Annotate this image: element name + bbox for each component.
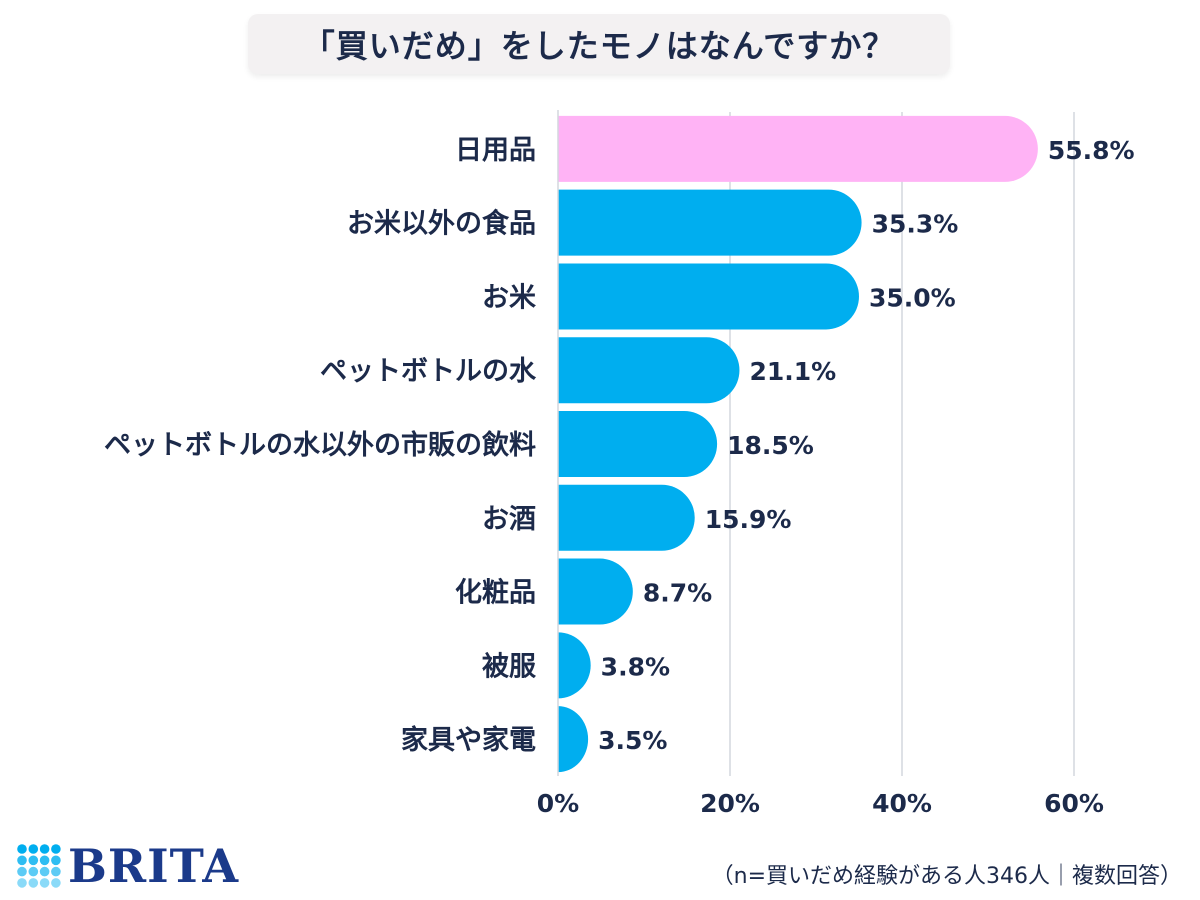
category-label: ペットボトルの水以外の市販の飲料	[104, 429, 536, 461]
bar-1	[558, 189, 862, 256]
logo-dot	[17, 844, 27, 854]
bar-0	[558, 115, 1038, 182]
category-label: お酒	[482, 504, 536, 535]
category-label: 家具や家電	[401, 724, 536, 756]
brita-logo: BRITA	[16, 842, 239, 890]
logo-dot	[28, 878, 39, 888]
logo-dot	[17, 866, 27, 877]
x-tick-label: 40%	[872, 789, 932, 818]
logo-dot	[28, 844, 39, 854]
bar-4	[558, 411, 718, 477]
logo-dot	[39, 844, 50, 854]
value-label: 55.8%	[1048, 136, 1135, 165]
bar-2	[558, 263, 859, 330]
logo-dot	[51, 855, 61, 866]
value-label: 21.1%	[749, 357, 836, 386]
logo-dot	[51, 878, 61, 888]
bar-5	[558, 484, 695, 551]
x-tick-label: 60%	[1044, 789, 1104, 818]
category-label: 被服	[482, 651, 537, 682]
value-label: 18.5%	[727, 431, 814, 460]
category-label: ペットボトルの水	[320, 356, 537, 387]
logo-dot	[17, 855, 27, 866]
category-label: お米	[482, 282, 536, 313]
value-label: 8.7%	[643, 579, 712, 608]
bar-8	[558, 706, 589, 773]
value-label: 35.0%	[869, 283, 956, 312]
value-label: 35.3%	[872, 210, 959, 239]
logo-dot	[39, 866, 50, 877]
logo-dot	[17, 878, 27, 888]
bar-3	[558, 337, 740, 404]
chart-title-box: 「買いだめ」をしたモノはなんですか？	[248, 14, 950, 74]
category-label: お米以外の食品	[347, 208, 536, 240]
bar-6	[558, 558, 633, 625]
x-tick-label: 20%	[700, 789, 760, 818]
value-label: 3.5%	[598, 726, 667, 755]
logo-dot	[28, 866, 39, 877]
category-label: 化粧品	[455, 578, 536, 609]
logo-dot	[39, 878, 50, 888]
x-tick-label: 0%	[537, 789, 579, 818]
value-label: 15.9%	[705, 505, 792, 534]
logo-dot	[28, 855, 39, 866]
logo-text: BRITA	[68, 839, 240, 893]
logo-dots-icon	[17, 844, 61, 888]
logo-dot	[51, 866, 61, 877]
chart-title: 「買いだめ」をしたモノはなんですか？	[302, 27, 896, 65]
value-label: 3.8%	[601, 652, 670, 681]
logo-dot	[39, 855, 50, 866]
sample-footnote: （n=買いだめ経験がある人346人｜複数回答）	[711, 864, 1182, 889]
category-label: 日用品	[455, 135, 536, 166]
bar-7	[558, 632, 591, 699]
logo-dot	[51, 844, 61, 854]
